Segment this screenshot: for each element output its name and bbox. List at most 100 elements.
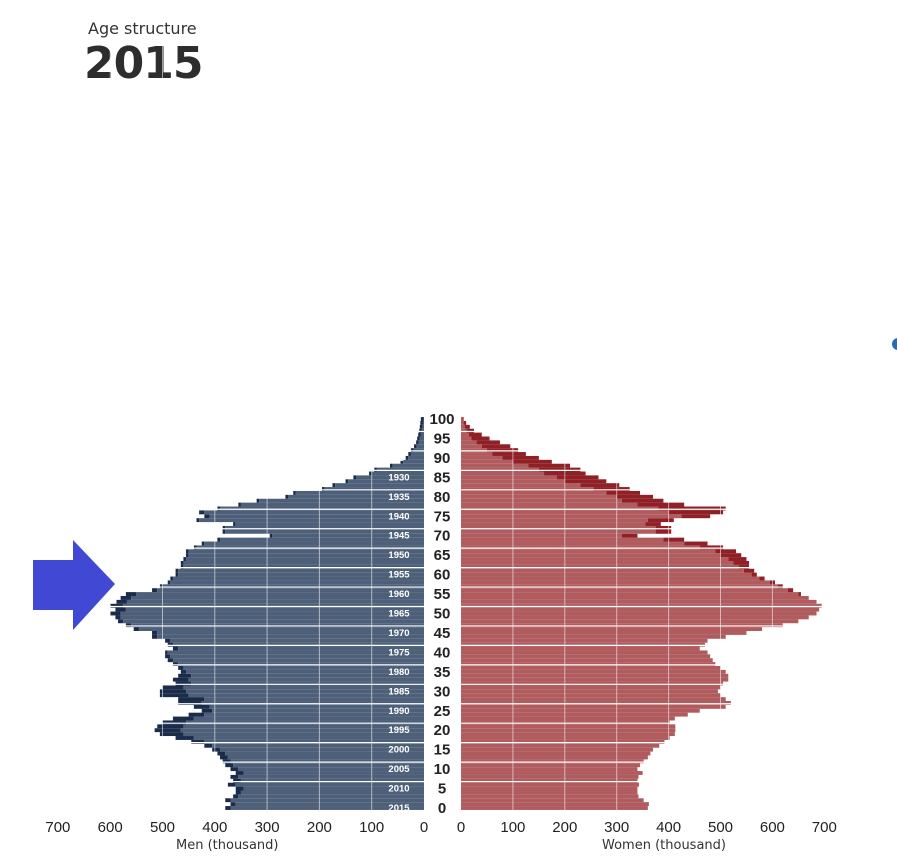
men-extra-bar-13: [220, 755, 228, 760]
men-extra-bar-2: [225, 798, 231, 803]
women-extra-bar-89: [512, 459, 552, 464]
women-bar-89: [461, 459, 513, 464]
women-extra-bar-62: [738, 564, 750, 569]
men-bars: [110, 417, 425, 810]
men-bar-56: [157, 588, 424, 593]
men-extra-bar-44: [152, 634, 158, 639]
women-bars: [461, 417, 822, 810]
age-tick: 70: [434, 528, 451, 545]
women-bar-55: [461, 592, 799, 596]
women-extra-bar-67: [699, 545, 724, 550]
men-extra-bar-89: [400, 459, 404, 464]
men-bar-35: [186, 669, 424, 674]
men-bar-20: [180, 728, 424, 733]
women-extra-bar-98: [464, 424, 470, 429]
women-bar-44: [461, 634, 726, 639]
men-bar-73: [235, 522, 424, 526]
men-x-tick: 200: [307, 819, 332, 836]
women-bar-78: [461, 502, 638, 507]
men-bar-92: [413, 448, 424, 453]
men-bar-46: [138, 627, 424, 632]
men-bar-33: [188, 677, 424, 682]
women-bar-15: [461, 747, 654, 752]
women-bar-27: [461, 701, 731, 705]
age-tick: 90: [434, 450, 451, 467]
women-extra-bar-75: [681, 514, 711, 519]
men-extra-bar-11: [225, 763, 234, 768]
women-bar-3: [461, 794, 639, 799]
men-extra-bar-63: [180, 560, 184, 565]
women-extra-bar-78: [637, 502, 685, 507]
men-bar-45: [157, 631, 424, 635]
men-x-tick: 400: [202, 819, 227, 836]
men-x-tick: 500: [150, 819, 175, 836]
women-extra-bar-60: [751, 572, 757, 577]
men-bar-98: [422, 424, 424, 429]
men-bar-58: [170, 580, 424, 585]
men-bar-80: [288, 494, 424, 499]
men-bar-7: [240, 778, 424, 783]
men-extra-bar-77: [217, 506, 221, 511]
men-extra-bar-33: [172, 677, 189, 682]
men-extra-bar-87: [374, 467, 377, 472]
age-tick: 85: [434, 469, 451, 486]
men-bar-53: [126, 599, 424, 604]
men-extra-bar-68: [201, 541, 205, 546]
women-bar-64: [461, 557, 729, 561]
highlight-arrow-icon: [33, 540, 115, 630]
men-bar-3: [238, 794, 424, 799]
women-x-tick: 500: [708, 819, 733, 836]
women-bar-86: [461, 471, 545, 476]
men-bar-89: [403, 459, 424, 464]
birth-year-label: 1945: [388, 531, 410, 542]
men-extra-bar-31: [162, 685, 184, 690]
men-extra-bar-6: [227, 782, 236, 787]
men-bar-11: [233, 763, 424, 768]
men-extra-bar-30: [159, 689, 187, 694]
men-extra-bar-97: [419, 428, 422, 433]
men-extra-bar-43: [165, 638, 171, 643]
men-x-tick: 0: [420, 819, 428, 836]
men-bar-69: [220, 537, 424, 542]
x-tick-labels: 0 0 100 100 200 200 300 300 400 400 500 500 600 600 70…: [45, 819, 836, 836]
men-bar-57: [162, 584, 424, 589]
men-bar-75: [209, 514, 424, 519]
women-bar-28: [461, 697, 726, 702]
men-extra-bar-69: [217, 537, 221, 542]
men-extra-bar-37: [172, 662, 179, 667]
women-x-tick: 0: [457, 819, 465, 836]
women-bar-66: [461, 549, 716, 554]
age-tick: 60: [434, 567, 451, 584]
women-bar-77: [461, 506, 659, 511]
men-bar-31: [183, 685, 424, 690]
men-extra-bar-50: [110, 611, 121, 616]
women-extra-bar-70: [621, 533, 638, 538]
birth-year-label: 1980: [388, 667, 409, 678]
women-bar-49: [461, 615, 809, 620]
men-bar-82: [324, 487, 424, 491]
men-bar-87: [376, 467, 424, 472]
men-bar-71: [225, 529, 424, 534]
men-extra-bar-61: [175, 568, 179, 573]
women-extra-bar-76: [668, 510, 724, 515]
women-x-tick: 300: [604, 819, 629, 836]
men-bar-91: [410, 452, 424, 456]
women-bar-99: [461, 420, 464, 425]
men-extra-bar-35: [180, 669, 187, 674]
men-bar-29: [188, 693, 424, 698]
men-extra-bar-57: [159, 584, 163, 589]
women-bar-18: [461, 736, 670, 740]
men-bar-30: [186, 689, 424, 694]
men-bar-81: [295, 490, 424, 495]
birth-year-label: 1960: [388, 589, 409, 600]
men-extra-bar-91: [408, 452, 411, 456]
women-bar-0: [461, 806, 648, 810]
women-extra-bar-68: [684, 541, 708, 546]
men-extra-bar-98: [419, 424, 423, 429]
men-extra-bar-38: [167, 658, 173, 663]
men-bar-18: [193, 736, 424, 740]
women-bar-11: [461, 763, 641, 768]
men-bar-38: [172, 658, 424, 663]
men-extra-bar-16: [204, 743, 213, 748]
men-extra-bar-5: [235, 786, 244, 791]
